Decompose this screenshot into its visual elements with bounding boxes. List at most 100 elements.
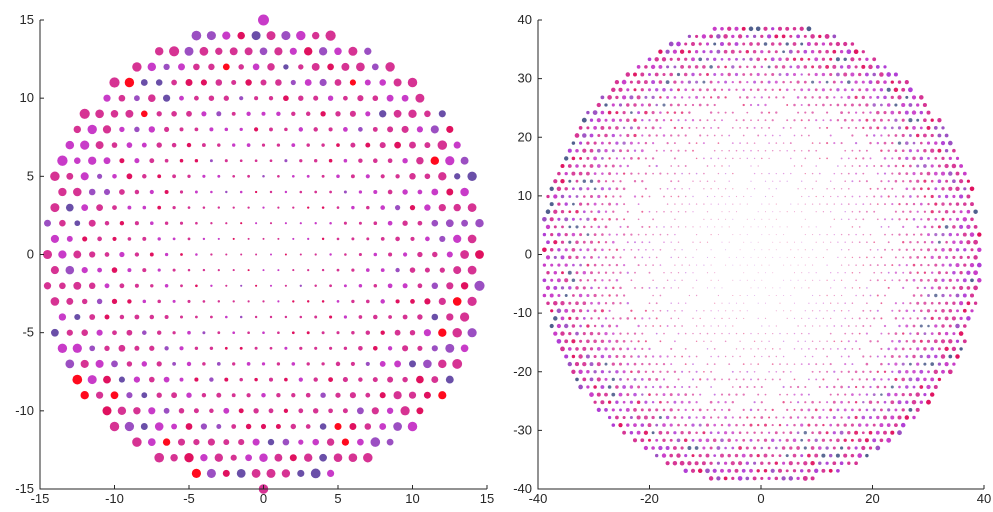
data-point-2060 xyxy=(688,126,691,129)
data-point-991 xyxy=(608,294,611,297)
data-point-715 xyxy=(797,340,799,343)
data-point-1781 xyxy=(608,172,612,176)
data-point-2177 xyxy=(919,110,924,115)
data-point-1212 xyxy=(884,264,886,267)
data-point-309 xyxy=(50,266,59,275)
data-point-728 xyxy=(905,340,909,343)
data-point-1445 xyxy=(641,225,644,228)
data-point-1441 xyxy=(597,225,601,229)
data-point-2530 xyxy=(734,26,739,31)
data-point-638 xyxy=(912,354,916,359)
data-point-156 xyxy=(335,361,341,367)
data-point-1838 xyxy=(677,165,680,167)
data-point-2209 xyxy=(850,103,854,107)
data-point-2095 xyxy=(611,118,615,122)
data-point-1134 xyxy=(634,271,636,274)
data-point-2285 xyxy=(771,88,774,91)
data-point-1031 xyxy=(582,286,586,290)
data-point-2202 xyxy=(800,103,803,107)
data-point-1253 xyxy=(772,256,774,258)
data-point-302 xyxy=(387,283,393,289)
data-point-1208 xyxy=(855,264,857,266)
data-point-2505 xyxy=(850,42,855,46)
data-point-1927 xyxy=(684,149,687,152)
data-point-1456 xyxy=(721,226,723,228)
data-point-707 xyxy=(703,340,705,342)
data-point-2353 xyxy=(676,72,681,77)
data-point-1416 xyxy=(848,233,850,236)
data-point-1461 xyxy=(764,226,767,228)
data-point-200 xyxy=(156,330,162,335)
data-point-1546 xyxy=(692,211,694,213)
data-point-576 xyxy=(786,363,789,365)
data-point-1055 xyxy=(808,287,810,289)
data-point-235 xyxy=(254,315,258,319)
data-point-608 xyxy=(291,111,296,116)
data-point-784 xyxy=(937,332,941,336)
data-point-2276 xyxy=(706,88,709,92)
data-point-1073 xyxy=(550,278,554,282)
data-point-613 xyxy=(365,111,371,117)
data-point-2016 xyxy=(670,134,673,137)
data-point-831 xyxy=(934,324,938,328)
data-point-1323 xyxy=(934,248,938,252)
data-point-2275 xyxy=(698,88,702,92)
data-point-2084 xyxy=(897,126,902,130)
data-point-1494 xyxy=(623,218,626,221)
data-point-1786 xyxy=(644,172,647,175)
data-point-543 xyxy=(897,370,902,374)
data-point-1117 xyxy=(948,278,952,282)
data-point-2212 xyxy=(872,103,876,107)
data-point-1330 xyxy=(546,240,550,245)
data-point-44 xyxy=(716,461,720,465)
data-point-2252 xyxy=(847,95,851,100)
data-point-351 xyxy=(240,253,243,256)
data-point-570 xyxy=(728,363,731,365)
data-point-1824 xyxy=(962,171,967,176)
data-point-415 xyxy=(586,385,590,389)
data-point-1420 xyxy=(884,233,886,236)
data-point-8 xyxy=(767,476,771,480)
data-point-1712 xyxy=(826,188,828,190)
data-point-278 xyxy=(467,296,477,307)
data-point-2540 xyxy=(806,26,812,32)
data-point-264 xyxy=(760,416,764,419)
data-point-623 xyxy=(768,355,770,358)
data-point-1631 xyxy=(546,194,550,199)
data-point-634 xyxy=(327,95,334,101)
data-point-1813 xyxy=(883,172,887,175)
data-point-823 xyxy=(862,325,865,327)
data-point-1940 xyxy=(793,149,796,152)
data-point-2208 xyxy=(843,103,847,107)
data-point-842 xyxy=(597,317,601,320)
data-point-497 xyxy=(247,174,251,178)
data-point-1736 xyxy=(597,179,601,183)
data-point-1247 xyxy=(728,256,730,258)
data-point-1889 xyxy=(753,157,756,160)
data-point-866 xyxy=(815,317,817,320)
data-point-520 xyxy=(695,370,698,373)
data-point-58 xyxy=(319,423,327,430)
data-point-1257 xyxy=(801,256,803,258)
data-point-2515 xyxy=(752,34,757,39)
data-point-1595 xyxy=(703,203,705,205)
data-point-375 xyxy=(157,237,161,241)
data-point-26 xyxy=(132,437,142,447)
data-point-1025 xyxy=(969,293,975,298)
data-point-105 xyxy=(349,392,356,399)
data-point-610 xyxy=(320,111,326,117)
data-point-217 xyxy=(409,329,416,336)
data-point-1071 xyxy=(973,285,978,291)
data-point-545 xyxy=(912,370,916,374)
data-point-440 xyxy=(804,385,807,389)
data-point-1060 xyxy=(866,287,868,289)
data-point-777 xyxy=(887,332,890,335)
data-point-1498 xyxy=(703,218,705,220)
data-point-69 xyxy=(163,407,170,414)
data-point-281 xyxy=(883,415,887,420)
data-point-31 xyxy=(799,469,804,473)
data-point-1660 xyxy=(808,195,810,198)
data-point-340 xyxy=(673,400,677,404)
data-point-1385 xyxy=(571,232,576,237)
data-point-2148 xyxy=(651,111,655,115)
